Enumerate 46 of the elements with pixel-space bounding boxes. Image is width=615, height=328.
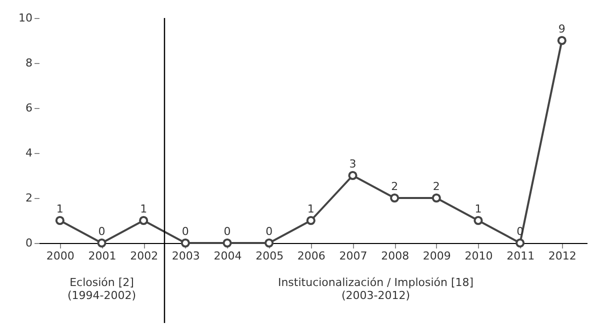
point [306,216,316,226]
x-tick-label: 2005 [256,250,284,262]
text: Eclosión [2] (1994-2002) [67,276,136,302]
data-label: 2 [391,180,398,193]
x-tick-label: 2011 [506,250,535,262]
x-tick-label: 2001 [88,250,116,262]
point [432,193,441,203]
point [264,238,274,248]
x-tick-label: 2008 [381,250,410,262]
y-tick-label: 4 [26,146,32,160]
y-tick-label: 8 [26,56,32,70]
x-tick-label: 2000 [46,250,74,262]
y-tick-label: 6 [26,102,32,114]
data-label: 1 [56,202,64,216]
y-tick-label: 10 [18,12,32,24]
point [222,238,232,248]
point [557,36,566,46]
data-label: 3 [349,158,356,170]
point [139,216,148,226]
x-tick-label: 2003 [172,250,200,262]
y-tick-label: 0 [26,236,32,250]
data-label: 1 [140,202,148,216]
data-label: 1 [474,202,482,216]
data-label: 0 [266,225,273,238]
point [348,170,358,180]
x-tick-label: 2002 [130,250,158,262]
data-label: 0 [98,225,106,238]
text: Institucionalización / Implosión [18] (2003-2012) [278,276,474,302]
point [474,216,483,226]
x-tick-label: 2004 [214,250,242,262]
x-tick-label: 2009 [422,250,451,262]
y-tick-label: 2 [26,192,32,204]
data-label: 2 [432,180,440,193]
data-label: 1 [307,202,314,216]
point [390,193,400,203]
x-tick-label: 2006 [297,250,326,262]
point [55,216,64,226]
data-label: 9 [558,22,566,36]
x-tick-label: 2012 [548,250,576,262]
x-tick-label: 2007 [339,250,368,262]
data-label: 0 [182,225,189,238]
x-tick-label: 2010 [464,250,493,262]
data-label: 0 [224,225,231,238]
point [97,238,106,248]
point [180,238,190,248]
point [516,238,525,248]
